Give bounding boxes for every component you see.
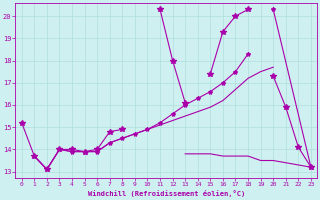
X-axis label: Windchill (Refroidissement éolien,°C): Windchill (Refroidissement éolien,°C) — [88, 190, 245, 197]
